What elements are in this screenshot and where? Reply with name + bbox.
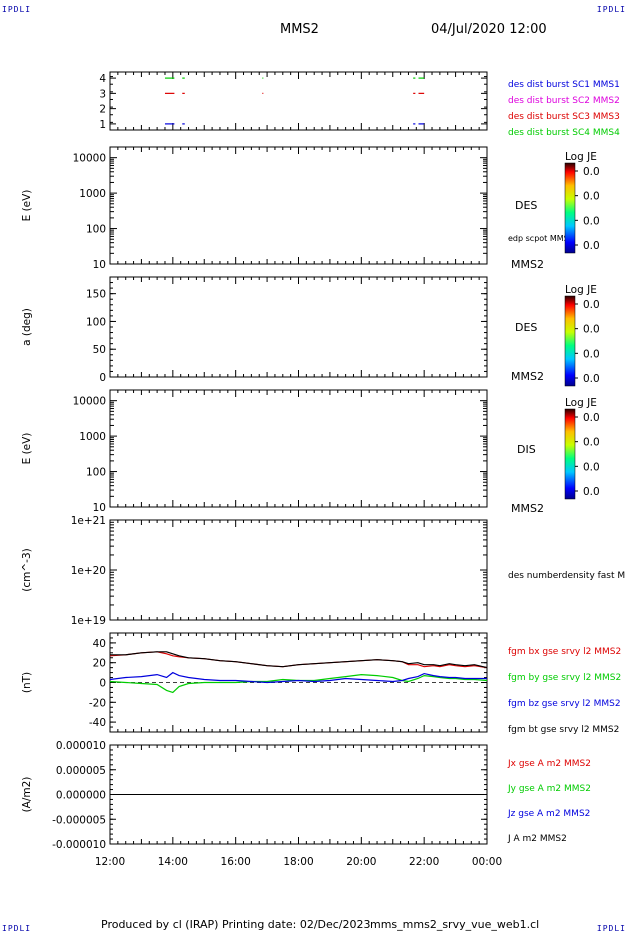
fgm-panel-legend-entry: fgm by gse srvy l2 MMS2 bbox=[508, 673, 621, 683]
des-pitch-panel-ytick-label: 100 bbox=[86, 316, 106, 328]
time-axis-tick-label: 00:00 bbox=[472, 856, 502, 868]
des-energy-panel-ytick-label: 10 bbox=[93, 259, 106, 271]
des-pitch-panel-colorbar-title: Log JE bbox=[565, 284, 597, 296]
time-axis-tick-label: 14:00 bbox=[158, 856, 188, 868]
des-pitch-panel-colorbar-tick-label: 0.0 bbox=[583, 373, 600, 385]
current-panel-ytick-label: -0.000005 bbox=[52, 814, 106, 826]
density-panel-ytick-label: 1e+20 bbox=[71, 565, 106, 577]
dis-energy-panel-probe-label: MMS2 bbox=[511, 502, 544, 515]
corner-label-bottom-left: IPDLI bbox=[2, 924, 32, 933]
current-panel-legend-entry: J A m2 MMS2 bbox=[507, 834, 567, 844]
des-pitch-panel-ytick-label: 0 bbox=[99, 372, 106, 384]
burst-panel-ytick-label: 1 bbox=[99, 119, 106, 131]
burst-panel-ytick-label: 4 bbox=[99, 73, 106, 85]
des-energy-panel-scpot-label: edp scpot MMS2 bbox=[508, 234, 574, 243]
time-axis-tick-label: 18:00 bbox=[283, 856, 313, 868]
dis-energy-panel-ytick-label: 100 bbox=[86, 467, 106, 479]
corner-label-top-left: IPDLI bbox=[2, 5, 32, 14]
burst-panel-ytick-label: 3 bbox=[99, 88, 106, 100]
current-panel-ylabel: (A/m2) bbox=[21, 777, 33, 813]
des-energy-panel-frame bbox=[109, 146, 488, 265]
des-pitch-panel-ytick-label: 50 bbox=[93, 344, 106, 356]
density-panel-frame bbox=[109, 519, 488, 621]
dis-energy-panel-colorbar-title: Log JE bbox=[565, 397, 597, 409]
fgm-series-line bbox=[109, 673, 488, 694]
current-panel-legend-entry: Jx gse A m2 MMS2 bbox=[507, 759, 591, 769]
dis-energy-panel-frame bbox=[109, 389, 488, 508]
dis-energy-panel-ytick-label: 1000 bbox=[79, 431, 106, 443]
des-energy-panel-colorbar-tick-label: 0.0 bbox=[583, 166, 600, 178]
des-energy-panel-colorbar-tick-label: 0.0 bbox=[583, 191, 600, 203]
time-axis-tick-label: 22:00 bbox=[409, 856, 439, 868]
spacecraft-title: MMS2 bbox=[280, 22, 319, 37]
fgm-panel-ytick-label: 0 bbox=[99, 678, 106, 690]
dis-energy-panel-colorbar-tick-label: 0.0 bbox=[583, 461, 600, 473]
footer-product: mms_mms2_srvy_vue_web1.cl bbox=[370, 918, 540, 931]
footer-printing-date: Printing date: 02/Dec/2023 bbox=[222, 918, 371, 931]
fgm-panel-ylabel: (nT) bbox=[21, 672, 33, 693]
datetime-title: 04/Jul/2020 12:00 bbox=[431, 22, 547, 37]
burst-panel-legend-entry: des dist burst SC3 MMS3 bbox=[508, 112, 620, 122]
des-pitch-panel-ytick-label: 150 bbox=[86, 289, 106, 301]
time-axis-tick-label: 16:00 bbox=[221, 856, 251, 868]
burst-panel-ytick-label: 2 bbox=[99, 104, 106, 116]
des-pitch-panel-colorbar-tick-label: 0.0 bbox=[583, 324, 600, 336]
dis-energy-panel-colorbar bbox=[564, 408, 576, 500]
density-panel-ytick-label: 1e+19 bbox=[71, 615, 106, 627]
des-energy-panel-colorbar-tick-label: 0.0 bbox=[583, 215, 600, 227]
des-pitch-panel-ylabel: a (deg) bbox=[21, 308, 33, 346]
fgm-panel-ytick-label: -40 bbox=[89, 717, 106, 729]
current-panel-legend-entry: Jz gse A m2 MMS2 bbox=[507, 809, 590, 819]
des-energy-panel-ylabel: E (eV) bbox=[21, 190, 33, 222]
fgm-panel-ytick-label: -20 bbox=[89, 697, 106, 709]
burst-panel-frame bbox=[109, 71, 488, 131]
dis-energy-panel-species-label: DIS bbox=[517, 443, 536, 456]
des-energy-panel-colorbar-title: Log JE bbox=[565, 151, 597, 163]
dis-energy-panel-colorbar-tick-label: 0.0 bbox=[583, 486, 600, 498]
fgm-series-line bbox=[110, 651, 488, 669]
burst-panel-legend-entry: des dist burst SC1 MMS1 bbox=[508, 80, 620, 90]
dis-energy-panel-ytick-label: 10000 bbox=[73, 396, 106, 408]
corner-label-top-right: IPDLI bbox=[596, 5, 626, 14]
density-panel-ylabel: (cm^-3) bbox=[21, 548, 33, 591]
des-pitch-panel-colorbar bbox=[564, 295, 576, 387]
des-pitch-panel-colorbar-tick-label: 0.0 bbox=[583, 348, 600, 360]
density-panel-ytick-label: 1e+21 bbox=[71, 515, 106, 527]
dis-energy-panel-ylabel: E (eV) bbox=[21, 433, 33, 465]
des-pitch-panel-species-label: DES bbox=[515, 321, 537, 334]
current-panel-ytick-label: -0.000010 bbox=[52, 839, 106, 851]
des-pitch-panel-colorbar-tick-label: 0.0 bbox=[583, 299, 600, 311]
current-panel-legend-entry: Jy gse A m2 MMS2 bbox=[507, 784, 591, 794]
corner-label-bottom-right: IPDLI bbox=[596, 924, 626, 933]
fgm-series-line bbox=[109, 671, 487, 684]
dis-energy-panel-ytick-label: 10 bbox=[93, 502, 106, 514]
fgm-panel-ytick-label: 40 bbox=[93, 638, 106, 650]
current-panel-ytick-label: 0.000000 bbox=[56, 790, 106, 802]
des-energy-panel-species-label: DES bbox=[515, 199, 537, 212]
time-axis-tick-label: 20:00 bbox=[346, 856, 376, 868]
density-panel-legend-entry: des numberdensity fast M bbox=[508, 571, 625, 581]
dis-energy-panel-colorbar-tick-label: 0.0 bbox=[583, 437, 600, 449]
des-pitch-panel-probe-label: MMS2 bbox=[511, 370, 544, 383]
burst-panel-legend-entry: des dist burst SC2 MMS2 bbox=[508, 96, 620, 106]
des-energy-panel-colorbar-tick-label: 0.0 bbox=[583, 240, 600, 252]
current-panel-ytick-label: 0.000010 bbox=[56, 740, 106, 752]
des-pitch-panel-frame bbox=[109, 276, 488, 378]
current-panel-ytick-label: 0.000005 bbox=[56, 765, 106, 777]
dis-energy-panel-colorbar-tick-label: 0.0 bbox=[583, 412, 600, 424]
des-energy-panel-colorbar bbox=[564, 162, 576, 254]
des-energy-panel-ytick-label: 1000 bbox=[79, 188, 106, 200]
fgm-panel-legend-entry: fgm bt gse srvy l2 MMS2 bbox=[508, 725, 619, 735]
fgm-panel-legend-entry: fgm bz gse srvy l2 MMS2 bbox=[508, 699, 621, 709]
des-energy-panel-ytick-label: 10000 bbox=[73, 153, 106, 165]
footer-produced-by: Produced by cl (IRAP) bbox=[101, 918, 219, 931]
burst-panel-legend-entry: des dist burst SC4 MMS4 bbox=[508, 128, 620, 138]
des-energy-panel-probe-label: MMS2 bbox=[511, 258, 544, 271]
fgm-panel-ytick-label: 20 bbox=[93, 658, 106, 670]
fgm-panel-legend-entry: fgm bx gse srvy l2 MMS2 bbox=[508, 647, 621, 657]
time-axis-tick-label: 12:00 bbox=[95, 856, 125, 868]
des-energy-panel-ytick-label: 100 bbox=[86, 224, 106, 236]
